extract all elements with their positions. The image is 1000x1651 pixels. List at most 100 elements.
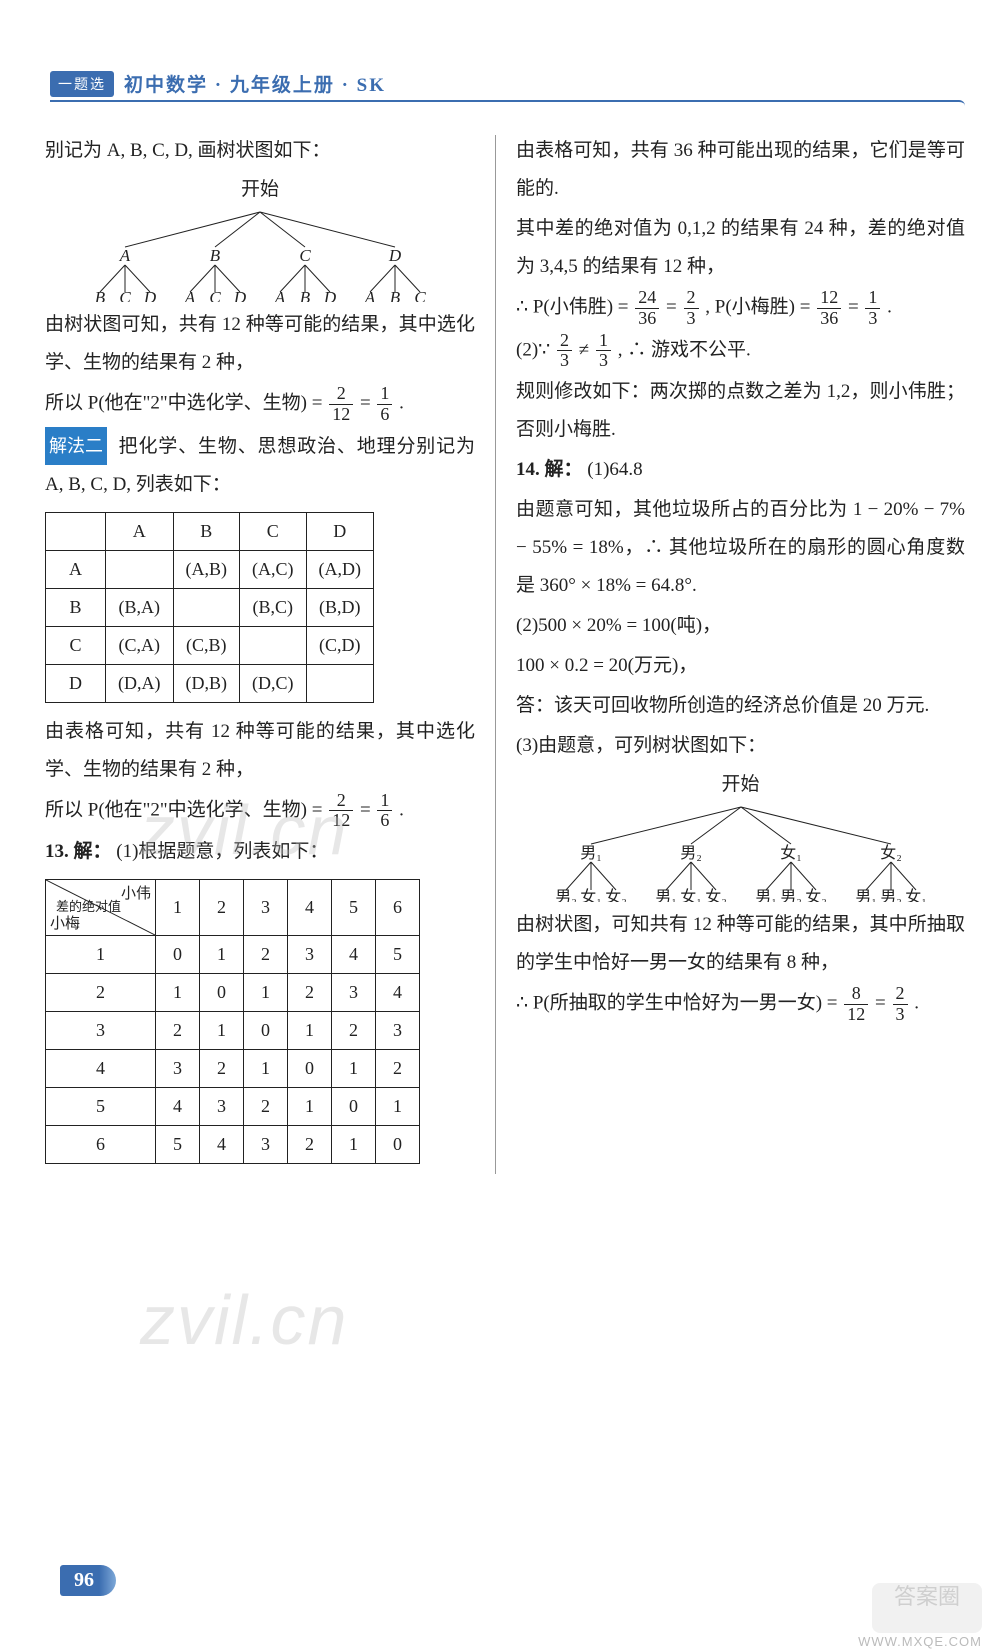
table-row: D(D,A)(D,B)(D,C) <box>46 664 374 702</box>
fraction: 812 <box>844 984 868 1025</box>
table-2: 小伟 差的绝对值 小梅 123 456 1012345 2101234 3210… <box>45 879 420 1164</box>
table-row: 小伟 差的绝对值 小梅 123 456 <box>46 880 420 936</box>
fraction: 23 <box>557 331 572 372</box>
tree2-title: 开始 <box>516 769 965 796</box>
question-14: 14. 解： (1)64.8 <box>516 451 965 489</box>
text: 由表格可知，共有 12 种等可能的结果，其中选化学、生物的结果有 2 种， <box>45 713 475 789</box>
corner-url: WWW.MXQE.COM <box>858 1634 982 1649</box>
text: (1)64.8 <box>587 459 642 480</box>
table-row: 4321012 <box>46 1050 420 1088</box>
page-header: 一题选 初中数学 · 九年级上册 · SK <box>50 70 386 97</box>
fraction: 13 <box>596 331 611 372</box>
fraction: 1236 <box>817 288 841 329</box>
header-rule <box>50 100 965 106</box>
svg-text:女₂: 女₂ <box>605 887 627 902</box>
svg-text:C: C <box>414 288 426 302</box>
tree2-svg: 男₁ 男₂ 女₁ 女₂ 男₂女₁女₂ 男₁女₁女₂ 男₁男₂女₂ 男₁男₂女₁ <box>521 802 961 902</box>
svg-text:女₁: 女₁ <box>780 843 802 862</box>
table-row: A B C D <box>46 512 374 550</box>
question-13: 13. 解： (1)根据题意，列表如下： <box>45 833 475 871</box>
q13-label: 13. 解： <box>45 841 112 862</box>
fraction: 16 <box>377 791 392 832</box>
text: 由树状图可知，共有 12 种等可能的结果，其中选化学、生物的结果有 2 种， <box>45 306 475 382</box>
text: 由题意可知，其他垃圾所占的百分比为 1 − 20% − 7% − 55% = 1… <box>516 491 965 605</box>
svg-text:D: D <box>233 288 247 302</box>
svg-text:男₂: 男₂ <box>780 889 802 902</box>
fraction: 212 <box>329 384 353 425</box>
table-row: 2101234 <box>46 974 420 1012</box>
table-row: 1012345 <box>46 936 420 974</box>
right-column: 由表格可知，共有 36 种可能出现的结果，它们是等可能的. 其中差的绝对值为 0… <box>516 130 965 1174</box>
svg-text:女₂: 女₂ <box>705 887 727 902</box>
tree-diagram-1: 开始 A B C D BCD ACD ABD ABC <box>45 174 475 302</box>
text: 由表格可知，共有 36 种可能出现的结果，它们是等可能的. <box>516 132 965 208</box>
text: 规则修改如下：两次掷的点数之差为 1,2，则小伟胜；否则小梅胜. <box>516 373 965 449</box>
text: 其中差的绝对值为 0,1,2 的结果有 24 种，差的绝对值为 3,4,5 的结… <box>516 210 965 286</box>
svg-text:女₁: 女₁ <box>580 887 602 902</box>
tree1-title: 开始 <box>45 174 475 201</box>
table-row: 3210123 <box>46 1012 420 1050</box>
svg-text:D: D <box>323 288 337 302</box>
text: (2)500 × 20% = 100(吨)， <box>516 607 965 645</box>
text: (3)由题意，可列树状图如下： <box>516 727 965 765</box>
svg-text:女₂: 女₂ <box>805 887 827 902</box>
svg-text:女₁: 女₁ <box>680 887 702 902</box>
header-title: 初中数学 · 九年级上册 · SK <box>124 70 386 97</box>
equation-line: 所以 P(他在"2"中选化学、生物) = 212 = 16 . <box>45 384 475 425</box>
fraction: 13 <box>865 288 880 329</box>
fraction: 212 <box>329 791 353 832</box>
svg-text:男₁: 男₁ <box>755 889 777 902</box>
content-columns: 别记为 A, B, C, D, 画树状图如下： 开始 A B C D BCD A… <box>45 130 965 1174</box>
svg-text:男₂: 男₂ <box>880 889 902 902</box>
header-badge: 一题选 <box>50 71 114 97</box>
table-row: C(C,A)(C,B)(C,D) <box>46 626 374 664</box>
svg-text:女₁: 女₁ <box>905 887 927 902</box>
svg-text:B: B <box>300 288 311 302</box>
svg-text:C: C <box>209 288 221 302</box>
q14-label: 14. 解： <box>516 459 583 480</box>
table-row: 6543210 <box>46 1126 420 1164</box>
equation-line: ∴ P(所抽取的学生中恰好为一男一女) = 812 = 23 . <box>516 984 965 1025</box>
svg-text:男₂: 男₂ <box>555 889 577 902</box>
diagonal-header: 小伟 差的绝对值 小梅 <box>46 880 156 936</box>
svg-text:C: C <box>119 288 131 302</box>
svg-text:A: A <box>119 246 131 265</box>
svg-text:女₂: 女₂ <box>880 843 902 862</box>
svg-text:C: C <box>299 246 311 265</box>
text: 所以 P(他在"2"中选化学、生物) = <box>45 799 327 820</box>
text: 把化学、生物、思想政治、地理分别记为 A, B, C, D, 列表如下： <box>45 436 475 495</box>
table-row: A(A,B)(A,C)(A,D) <box>46 550 374 588</box>
svg-text:A: A <box>364 288 376 302</box>
text: 由树状图，可知共有 12 种等可能的结果，其中所抽取的学生中恰好一男一女的结果有… <box>516 906 965 982</box>
method-tag: 解法二 <box>45 427 107 465</box>
page-number: 96 <box>60 1565 116 1596</box>
table-row: B(B,A)(B,C)(B,D) <box>46 588 374 626</box>
method2-paragraph: 解法二 把化学、生物、思想政治、地理分别记为 A, B, C, D, 列表如下： <box>45 427 475 504</box>
fraction: 2436 <box>635 288 659 329</box>
equation-line: ∴ P(小伟胜) = 2436 = 23 , P(小梅胜) = 1236 = 1… <box>516 288 965 329</box>
text: 别记为 A, B, C, D, 画树状图如下： <box>45 132 475 170</box>
svg-text:B: B <box>210 246 221 265</box>
svg-text:A: A <box>184 288 196 302</box>
watermark: zvil.cn <box>140 1280 348 1360</box>
fraction: 23 <box>684 288 699 329</box>
left-column: 别记为 A, B, C, D, 画树状图如下： 开始 A B C D BCD A… <box>45 130 475 1174</box>
text: (1)根据题意，列表如下： <box>116 841 328 862</box>
svg-text:男₁: 男₁ <box>580 845 602 862</box>
text: 答：该天可回收物所创造的经济总价值是 20 万元. <box>516 687 965 725</box>
fraction: 16 <box>377 384 392 425</box>
column-divider <box>495 135 496 1174</box>
svg-text:男₁: 男₁ <box>655 889 677 902</box>
table-1: A B C D A(A,B)(A,C)(A,D) B(B,A)(B,C)(B,D… <box>45 512 374 703</box>
equation-line: (2)∵ 23 ≠ 13 , ∴ 游戏不公平. <box>516 331 965 372</box>
svg-text:男₂: 男₂ <box>680 845 702 862</box>
tree1-svg: A B C D BCD ACD ABD ABC <box>70 207 450 302</box>
svg-text:男₁: 男₁ <box>855 889 877 902</box>
text: 所以 P(他在"2"中选化学、生物) = <box>45 393 327 414</box>
corner-badge: 答案圈 <box>872 1583 982 1633</box>
svg-text:A: A <box>274 288 286 302</box>
svg-text:D: D <box>143 288 157 302</box>
table-row: 5432101 <box>46 1088 420 1126</box>
svg-text:B: B <box>390 288 401 302</box>
svg-text:B: B <box>95 288 106 302</box>
